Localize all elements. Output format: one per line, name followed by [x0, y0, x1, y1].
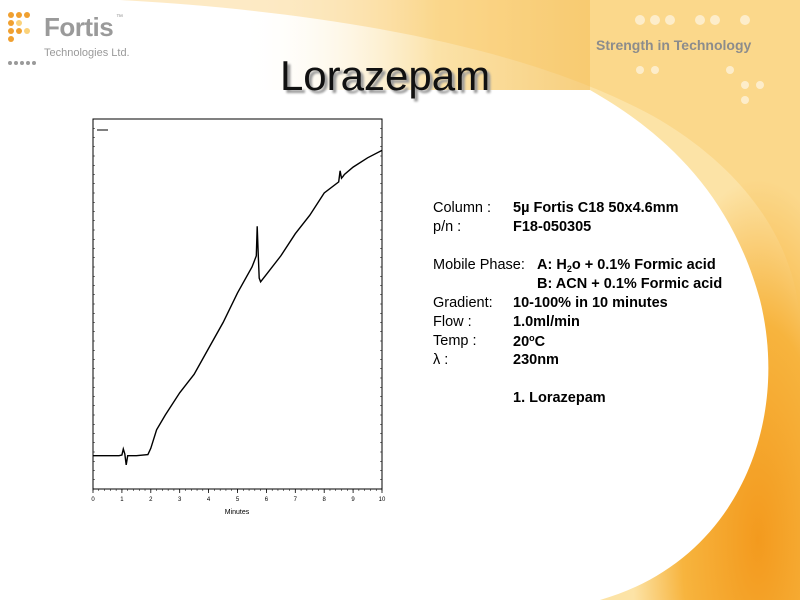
x-tick-label: 4 — [207, 497, 211, 503]
mobile-phase-label: Mobile Phase: — [433, 257, 525, 273]
wavelength-value: 230nm — [513, 352, 559, 368]
mobile-phase-b: B: ACN + 0.1% Formic acid — [537, 276, 723, 292]
slide-title: Lorazepam — [279, 52, 491, 99]
temp-value: 20oC — [513, 333, 546, 350]
plot-frame — [92, 118, 383, 490]
x-tick-label: 7 — [294, 497, 298, 503]
column-value: 5µ Fortis C18 50x4.6mm — [513, 200, 679, 216]
flow-value: 1.0ml/min — [513, 314, 580, 330]
x-tick-label: 0 — [91, 497, 95, 503]
pn-value: F18-050305 — [513, 219, 592, 235]
logo-dots — [8, 52, 38, 70]
logo-subtitle: Technologies Ltd. — [44, 47, 130, 59]
temp-label: Temp : — [433, 333, 477, 349]
gradient-label: Gradient: — [433, 295, 493, 311]
x-tick-label: 1 — [120, 497, 124, 503]
x-tick-label: 2 — [149, 497, 153, 503]
logo-trademark: ™ — [116, 14, 123, 21]
wavelength-label: λ : — [433, 352, 449, 368]
logo-name: Fortis — [44, 12, 114, 42]
chromatogram-trace — [93, 149, 383, 466]
x-tick-label: 3 — [178, 497, 182, 503]
chromatogram-chart: 0 1 2 3 4 5 6 7 8 9 10 Minutes — [91, 118, 386, 516]
company-logo: Fortis ™ Technologies Ltd. — [8, 12, 148, 65]
mobile-phase-a: A: H2o + 0.1% Formic acid — [537, 257, 716, 274]
column-label: Column : — [433, 200, 492, 216]
fortis-logo-icon — [8, 12, 44, 48]
x-tick-label: 10 — [379, 497, 386, 503]
flow-label: Flow : — [433, 314, 472, 330]
x-tick-label: 9 — [351, 497, 355, 503]
x-tick-label: 6 — [265, 497, 269, 503]
x-axis-label: Minutes — [225, 509, 250, 516]
gradient-value: 10-100% in 10 minutes — [513, 295, 668, 311]
pn-label: p/n : — [433, 219, 462, 235]
peak-1-label: 1. Lorazepam — [513, 390, 606, 406]
x-tick-label: 8 — [323, 497, 327, 503]
x-tick-label: 5 — [236, 497, 240, 503]
tagline: Strength in Technology — [596, 37, 752, 53]
